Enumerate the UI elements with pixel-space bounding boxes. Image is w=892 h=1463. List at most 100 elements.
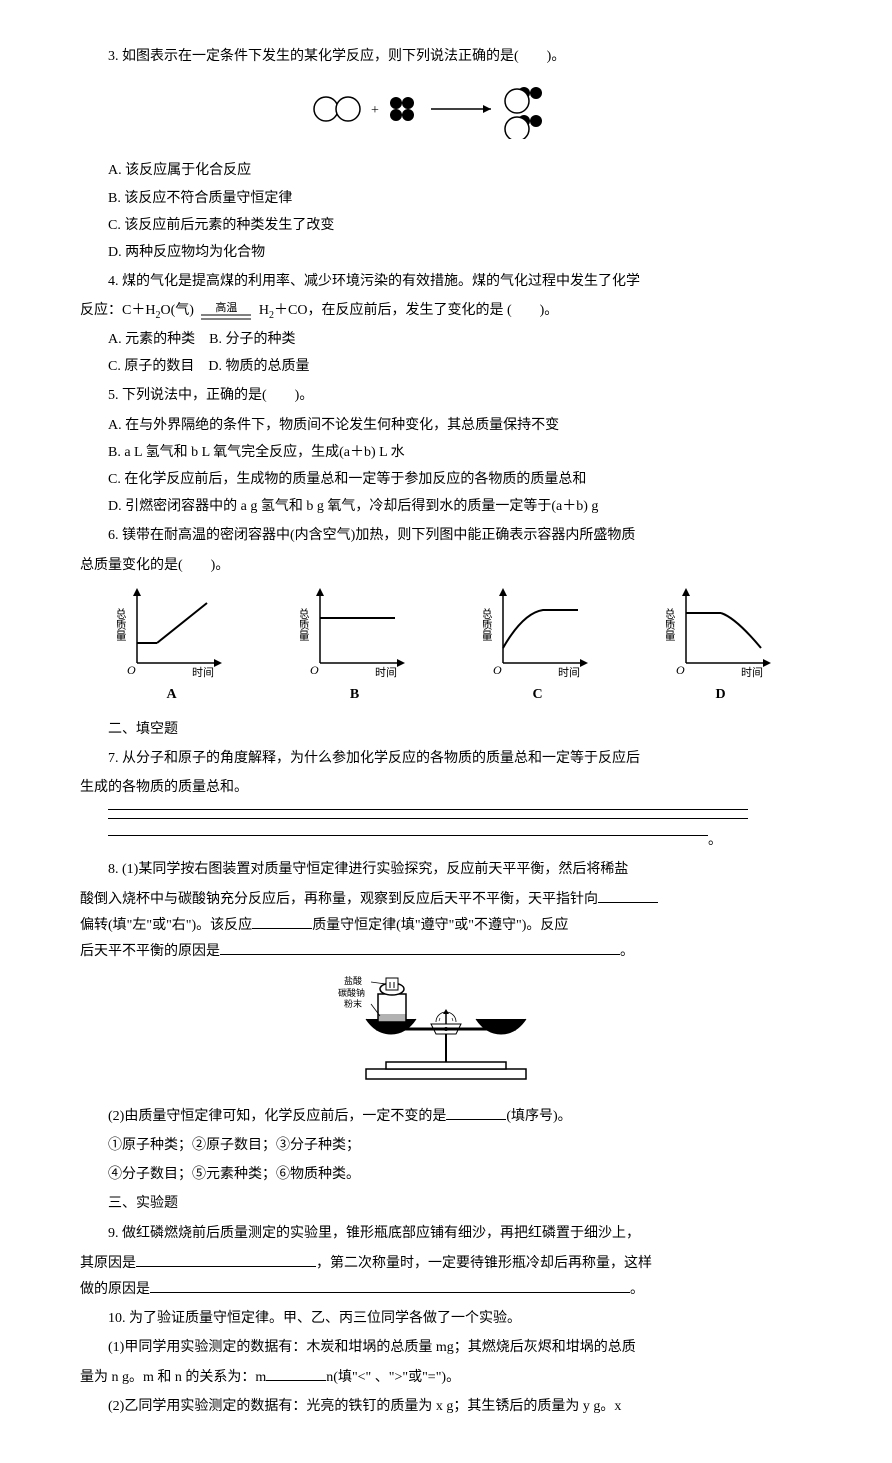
label-acid: 盐酸	[344, 975, 362, 986]
reactant-black-circle-3	[390, 109, 402, 121]
reactant-black-circle-1	[390, 97, 402, 109]
q8-p2a: (2)由质量守恒定律可知，化学反应前后，一定不变的是	[108, 1109, 446, 1124]
chart-label-c: C	[532, 682, 542, 707]
product2-black-2	[530, 115, 542, 127]
q10-p1b: 量为 n g。m 和 n 的关系为：m	[80, 1370, 266, 1385]
q4-opt-a: A. 元素的种类	[108, 332, 195, 347]
q10-p2: (2)乙同学用实验测定的数据有：光亮的铁钉的质量为 x g；其生锈后的质量为 y…	[80, 1394, 812, 1419]
q3-stem: 3. 如图表示在一定条件下发生的某化学反应，则下列说法正确的是( )。	[80, 44, 812, 69]
q8-p1c: 偏转(填"左"或"右")。该反应	[80, 918, 252, 933]
q4-eq-2: O(气)	[160, 303, 193, 318]
q8-period1: 。	[620, 944, 634, 959]
q4-opt-c: C. 原子的数目	[108, 359, 194, 374]
y-axis-label-c: 总质量	[483, 606, 493, 640]
q4-opt-cd: C. 原子的数目 D. 物质的总质量	[80, 354, 812, 379]
y-axis-label-b: 总质量	[300, 606, 310, 640]
q8-p2-line1: (2)由质量守恒定律可知，化学反应前后，一定不变的是 (填序号)。	[80, 1103, 812, 1129]
q8-blank-obey	[252, 912, 312, 929]
label-powder: 粉末	[344, 998, 362, 1009]
balance-diagram: 盐酸 碳酸钠 粉末	[80, 974, 812, 1093]
x-axis-label-b: 时间	[375, 666, 397, 678]
product2-white	[505, 117, 529, 139]
q8-opts2: ④分子数目；⑤元素种类；⑥物质种类。	[80, 1162, 812, 1187]
origin-b: O	[310, 663, 319, 677]
q8-blank-lr	[598, 886, 658, 903]
q3-opt-d: D. 两种反应物均为化合物	[80, 240, 812, 265]
chart-a: 总质量 时间 O A	[117, 588, 227, 707]
q5-opt-b: B. a L 氢气和 b L 氧气完全反应，生成(a＋b) L 水	[80, 440, 812, 465]
q9-b: 其原因是	[80, 1256, 136, 1271]
q3-opt-a: A. 该反应属于化合反应	[80, 158, 812, 183]
reactant-white-circle-2	[336, 97, 360, 121]
q8-p1e: 后天平不平衡的原因是	[80, 944, 220, 959]
q5-opt-d: D. 引燃密闭容器中的 a g 氢气和 b g 氧气，冷却后得到水的质量一定等于…	[80, 494, 812, 519]
q5-opt-a: A. 在与外界隔绝的条件下，物质间不论发生何种变化，其总质量保持不变	[80, 413, 812, 438]
q3-diagram: +	[80, 79, 812, 148]
q8-p1d: 质量守恒定律(填"遵守"或"不遵守")。反应	[312, 918, 568, 933]
q5-opt-c: C. 在化学反应前后，生成物的质量总和一定等于参加反应的各物质的质量总和	[80, 467, 812, 492]
reactant-black-circle-2	[402, 97, 414, 109]
q8-blank-reason	[220, 938, 620, 955]
q7-blank-1	[108, 809, 748, 810]
product1-white	[505, 89, 529, 113]
q3-opt-b: B. 该反应不符合质量守恒定律	[80, 186, 812, 211]
origin-a: O	[127, 663, 136, 677]
chart-label-d: D	[715, 682, 725, 707]
q6-stem-line1: 6. 镁带在耐高温的密闭容器中(内含空气)加热，则下列图中能正确表示容器内所盛物…	[80, 523, 812, 548]
q7-stem-line1: 7. 从分子和原子的角度解释，为什么参加化学反应的各物质的质量总和一定等于反应后	[80, 746, 812, 771]
chart-c: 总质量 时间 O C	[483, 588, 593, 707]
q7-blank-2	[108, 818, 748, 819]
x-axis-label-c: 时间	[558, 666, 580, 678]
q8-p1-line3: 偏转(填"左"或"右")。该反应 质量守恒定律(填"遵守"或"不遵守")。反应	[80, 912, 812, 938]
origin-c: O	[493, 663, 502, 677]
label-carbonate: 碳酸钠	[338, 987, 365, 998]
q9-stem-line2: 其原因是 ，第二次称量时，一定要待锥形瓶冷却后再称量，这样	[80, 1250, 812, 1276]
q9-period: 。	[630, 1282, 644, 1297]
q5-stem: 5. 下列说法中，正确的是( )。	[80, 383, 812, 408]
section2-title: 二、填空题	[80, 717, 812, 742]
y-axis-label-d: 总质量	[666, 606, 676, 640]
q4-eq-4: ＋CO，在反应前后，发生了变化的是 ( )。	[274, 303, 558, 318]
q4-eq-3: H	[259, 303, 269, 318]
q10-p1-line1: (1)甲同学用实验测定的数据有：木炭和坩埚的总质量 mg；其燃烧后灰烬和坩埚的总…	[80, 1335, 812, 1360]
q8-opts1: ①原子种类；②原子数目；③分子种类；	[80, 1133, 812, 1158]
q9-stem-line3: 做的原因是。	[80, 1276, 812, 1302]
x-axis-label-d: 时间	[741, 666, 763, 678]
q4-stem-line1: 4. 煤的气化是提高煤的利用率、减少环境污染的有效措施。煤的气化过程中发生了化学	[80, 269, 812, 294]
product1-black-2	[530, 87, 542, 99]
origin-d: O	[676, 663, 685, 677]
reactant-white-circle-1	[314, 97, 338, 121]
q4-opt-d: D. 物质的总质量	[208, 359, 309, 374]
q4-eq-1: 反应：C＋H	[80, 303, 155, 318]
q8-p1b: 酸倒入烧杯中与碳酸钠充分反应后，再称量，观察到反应后天平不平衡，天平指针向	[80, 892, 598, 907]
condition-text: 高温	[215, 303, 237, 314]
q9-c: ，第二次称量时，一定要待锥形瓶冷却后再称量，这样	[316, 1256, 652, 1271]
x-axis-label-a: 时间	[192, 666, 214, 678]
q8-p1-line2: 酸倒入烧杯中与碳酸钠充分反应后，再称量，观察到反应后天平不平衡，天平指针向	[80, 886, 812, 912]
q10-blank-rel	[266, 1364, 326, 1381]
chart-d: 总质量 时间 O D	[666, 588, 776, 707]
q7-stem-line2: 生成的各物质的质量总和。	[80, 775, 812, 800]
q9-blank1	[136, 1250, 316, 1267]
arrow-head	[483, 105, 491, 113]
q8-blank-seq	[446, 1103, 506, 1120]
q10-p1-line2: 量为 n g。m 和 n 的关系为：m n(填"<" 、">"或"=")。	[80, 1364, 812, 1390]
chart-label-a: A	[166, 682, 176, 707]
chart-label-b: B	[350, 682, 359, 707]
chart-b: 总质量 时间 O B	[300, 588, 410, 707]
q9-blank2	[150, 1276, 630, 1293]
q6-stem-line2: 总质量变化的是( )。	[80, 553, 812, 578]
q4-opt-ab: A. 元素的种类 B. 分子的种类	[80, 327, 812, 352]
q7-blank-3-line: 。	[80, 827, 812, 853]
reactant-black-circle-4	[402, 109, 414, 121]
q8-p1-line1: 8. (1)某同学按右图装置对质量守恒定律进行实验探究，反应前天平平衡，然后将稀…	[80, 857, 812, 882]
q8-p2b: (填序号)。	[506, 1109, 571, 1124]
q9-stem-line1: 9. 做红磷燃烧前后质量测定的实验里，锥形瓶底部应铺有细沙，再把红磷置于细沙上，	[80, 1221, 812, 1246]
reaction-condition: 高温	[201, 303, 251, 320]
y-axis-label-a: 总质量	[117, 606, 127, 640]
section3-title: 三、实验题	[80, 1191, 812, 1216]
q10-p1c: n(填"<" 、">"或"=")。	[326, 1370, 460, 1385]
q8-p1-line4: 后天平不平衡的原因是 。	[80, 938, 812, 964]
q10-stem: 10. 为了验证质量守恒定律。甲、乙、丙三位同学各做了一个实验。	[80, 1306, 812, 1331]
q6-charts: 总质量 时间 O A 总质量 时间 O B 总质量 时间 O	[80, 588, 812, 707]
